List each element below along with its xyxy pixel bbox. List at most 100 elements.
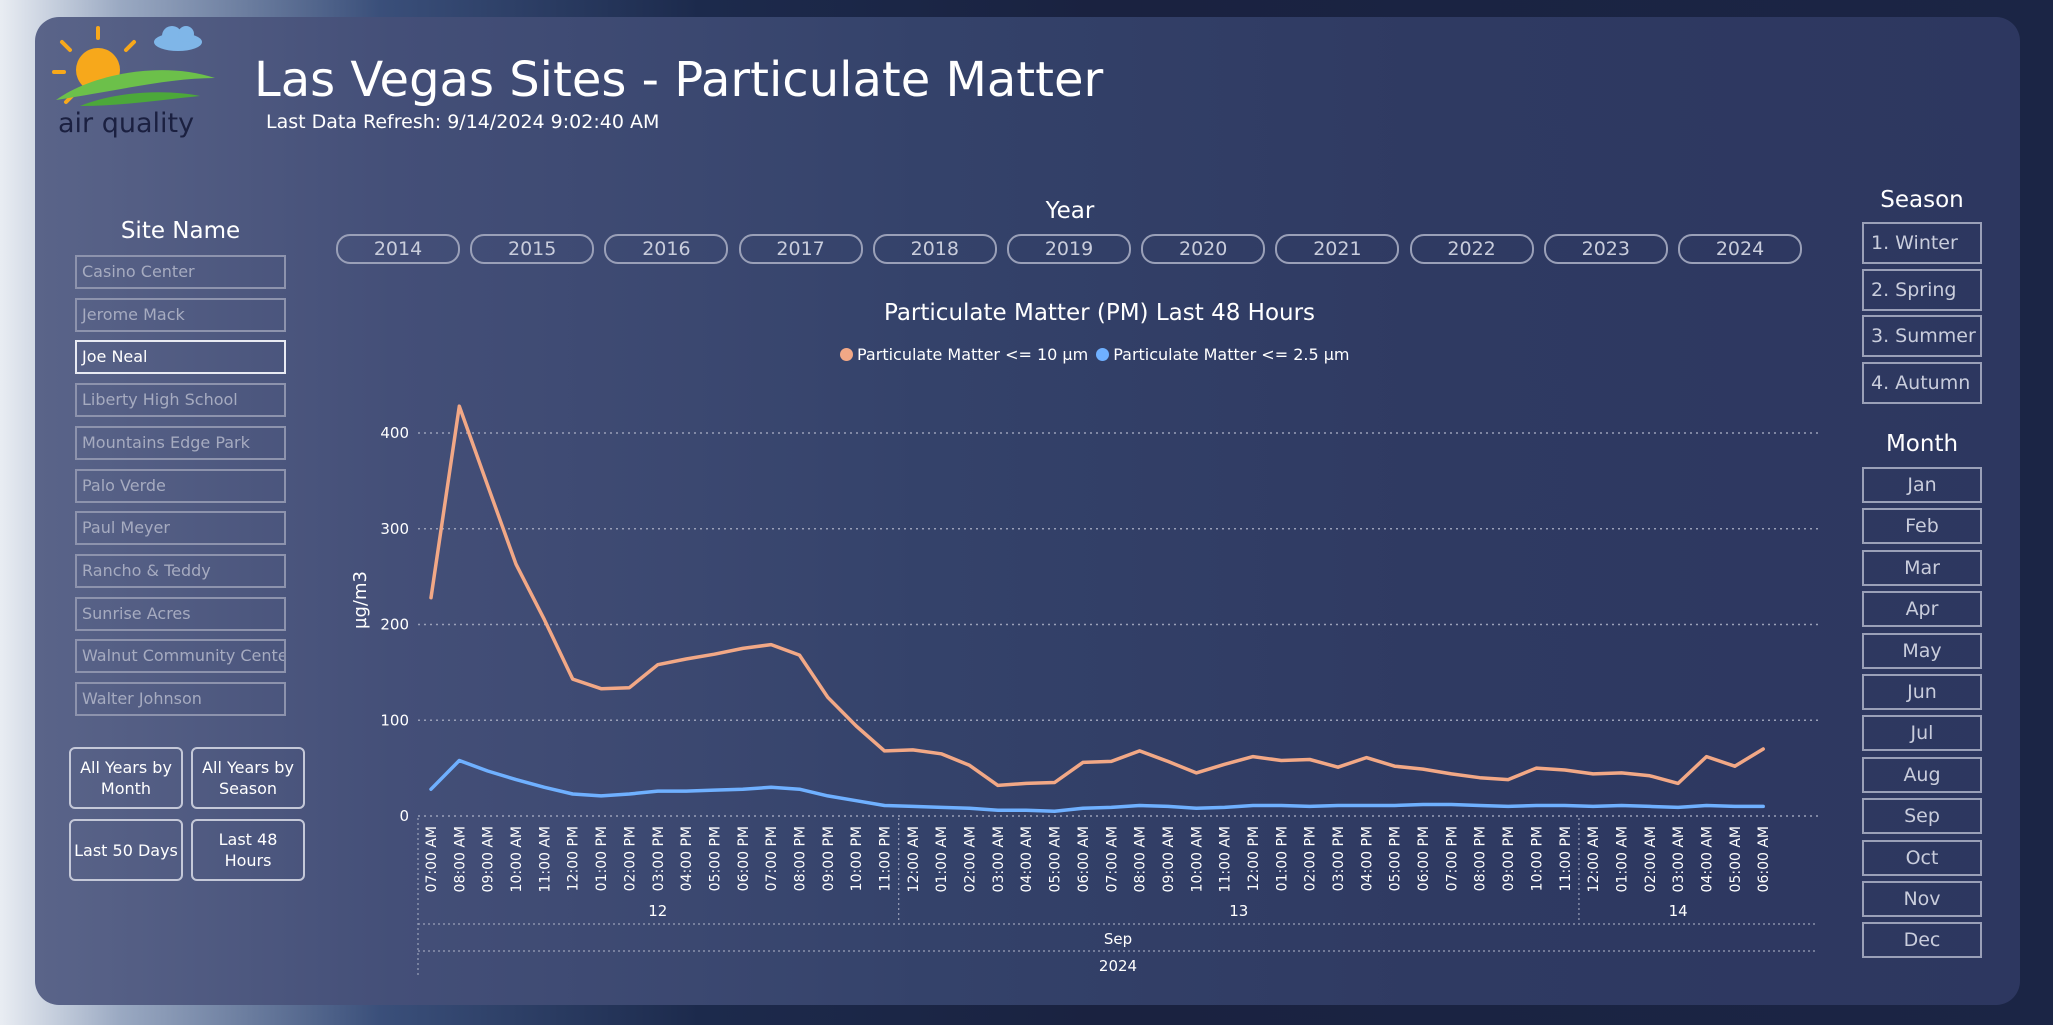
site-item-joe-neal[interactable]: Joe Neal xyxy=(75,340,286,375)
month-item-dec[interactable]: Dec xyxy=(1862,922,1982,959)
day-label: 12 xyxy=(648,902,667,920)
season-item-2-spring[interactable]: 2. Spring xyxy=(1862,268,1982,311)
month-item-aug[interactable]: Aug xyxy=(1862,756,1982,793)
season-item-4-autumn[interactable]: 4. Autumn xyxy=(1862,362,1982,405)
site-item-rancho-teddy[interactable]: Rancho & Teddy xyxy=(75,553,286,588)
month-item-nov[interactable]: Nov xyxy=(1862,881,1982,917)
site-item-palo-verde[interactable]: Palo Verde xyxy=(75,468,286,503)
x-tick-label: 03:00 AM xyxy=(1671,826,1687,892)
month-item-feb[interactable]: Feb xyxy=(1862,508,1982,545)
x-tick-label: 08:00 AM xyxy=(452,826,468,892)
x-tick-label: 11:00 PM xyxy=(878,826,894,891)
x-tick-label: 07:00 PM xyxy=(764,826,780,891)
legend-item-pm25[interactable]: Particulate Matter <= 2.5 µm xyxy=(1096,345,1349,364)
y-tick-label: 0 xyxy=(399,807,409,825)
all-years-by-month-button[interactable]: All Years by Month xyxy=(69,747,183,809)
x-tick-label: 04:00 PM xyxy=(679,826,695,891)
site-item-walnut-community-center[interactable]: Walnut Community Center xyxy=(75,639,286,674)
cloud-icon xyxy=(154,26,202,51)
x-tick-label: 08:00 AM xyxy=(1133,826,1149,892)
site-item-sunrise-acres[interactable]: Sunrise Acres xyxy=(75,596,286,631)
x-tick-label: 08:00 PM xyxy=(1473,826,1489,891)
x-tick-label: 06:00 PM xyxy=(736,826,752,891)
x-tick-label: 09:00 AM xyxy=(481,826,497,892)
site-item-paul-meyer[interactable]: Paul Meyer xyxy=(75,511,286,546)
x-tick-label: 05:00 PM xyxy=(1388,826,1404,891)
year-item-2018[interactable]: 2018 xyxy=(872,234,997,264)
air-quality-logo: air quality xyxy=(52,26,215,139)
year-item-2015[interactable]: 2015 xyxy=(470,234,595,264)
season-item-1-winter[interactable]: 1. Winter xyxy=(1862,222,1982,264)
x-tick-label: 10:00 AM xyxy=(1189,826,1205,892)
x-tick-label: 10:00 AM xyxy=(509,826,525,892)
year-item-2014[interactable]: 2014 xyxy=(336,234,460,264)
x-tick-label: 07:00 AM xyxy=(424,826,440,892)
legend-item-pm10[interactable]: Particulate Matter <= 10 µm xyxy=(840,345,1088,364)
x-tick-label: 11:00 AM xyxy=(537,826,553,892)
year-item-2021[interactable]: 2021 xyxy=(1275,234,1400,264)
x-tick-label: 12:00 PM xyxy=(566,826,582,891)
pm10-series-line xyxy=(429,404,1765,788)
year-item-2017[interactable]: 2017 xyxy=(738,234,863,264)
month-item-jun[interactable]: Jun xyxy=(1862,674,1982,710)
x-tick-label: 05:00 PM xyxy=(707,826,723,891)
year-title: Year xyxy=(1045,198,1095,224)
site-item-liberty-high-school[interactable]: Liberty High School xyxy=(75,383,286,418)
chart-title: Particulate Matter (PM) Last 48 Hours xyxy=(884,300,1316,326)
year-item-2016[interactable]: 2016 xyxy=(604,234,729,264)
all-years-by-season-button[interactable]: All Years by Season xyxy=(191,747,305,809)
month-item-apr[interactable]: Apr xyxy=(1862,591,1982,628)
year-item-2024[interactable]: 2024 xyxy=(1678,234,1802,264)
x-tick-label: 01:00 AM xyxy=(934,826,950,892)
x-tick-label: 11:00 PM xyxy=(1558,826,1574,891)
y-axis-label: µg/m3 xyxy=(350,571,371,629)
x-tick-label: 06:00 PM xyxy=(1416,826,1432,891)
x-tick-label: 03:00 PM xyxy=(651,826,667,891)
legend-dot-pm10 xyxy=(840,348,853,361)
legend-dot-pm25 xyxy=(1096,348,1110,361)
day-label: 14 xyxy=(1669,902,1688,920)
x-tick-label: 02:00 AM xyxy=(963,826,979,892)
month-item-oct[interactable]: Oct xyxy=(1862,839,1982,876)
x-tick-label: 12:00 PM xyxy=(1246,826,1262,891)
x-tick-label: 12:00 AM xyxy=(1586,826,1602,892)
season-item-3-summer[interactable]: 3. Summer xyxy=(1862,315,1982,358)
x-tick-label: 11:00 AM xyxy=(1218,826,1234,892)
page-title: Las Vegas Sites - Particulate Matter xyxy=(254,52,1104,108)
x-tick-label: 04:00 PM xyxy=(1359,826,1375,891)
y-tick-label: 100 xyxy=(380,711,409,729)
x-tick-label: 09:00 PM xyxy=(1501,826,1517,891)
month-item-jul[interactable]: Jul xyxy=(1862,715,1982,752)
last-48-hours-button[interactable]: Last 48 Hours xyxy=(191,819,305,881)
site-item-walter-johnson[interactable]: Walter Johnson xyxy=(75,682,286,716)
month-axis-label: Sep xyxy=(1104,930,1132,948)
y-tick-label: 400 xyxy=(380,424,409,442)
month-item-may[interactable]: May xyxy=(1862,632,1982,669)
x-tick-label: 01:00 PM xyxy=(1274,826,1290,891)
season-title: Season xyxy=(1880,187,1964,213)
legend-label-pm25: Particulate Matter <= 2.5 µm xyxy=(1113,345,1350,364)
year-item-2019[interactable]: 2019 xyxy=(1007,234,1131,264)
month-item-jan[interactable]: Jan xyxy=(1862,467,1982,503)
x-tick-label: 09:00 PM xyxy=(821,826,837,891)
x-tick-label: 05:00 AM xyxy=(1048,826,1064,892)
month-item-mar[interactable]: Mar xyxy=(1862,549,1982,586)
x-tick-label: 09:00 AM xyxy=(1161,826,1177,892)
year-item-2022[interactable]: 2022 xyxy=(1409,234,1534,264)
x-tick-label: 01:00 AM xyxy=(1614,826,1630,892)
x-tick-label: 07:00 PM xyxy=(1444,826,1460,891)
x-tick-label: 04:00 AM xyxy=(1019,826,1035,892)
site-name-title: Site Name xyxy=(120,218,241,244)
site-item-casino-center[interactable]: Casino Center xyxy=(75,255,286,289)
year-item-2020[interactable]: 2020 xyxy=(1141,234,1266,264)
last-50-days-button[interactable]: Last 50 Days xyxy=(69,819,183,881)
x-tick-label: 07:00 AM xyxy=(1104,826,1120,892)
x-tick-label: 01:00 PM xyxy=(594,826,610,891)
site-item-jerome-mack[interactable]: Jerome Mack xyxy=(75,297,286,332)
site-item-mountains-edge-park[interactable]: Mountains Edge Park xyxy=(75,425,286,460)
month-item-sep[interactable]: Sep xyxy=(1862,798,1982,835)
x-tick-label: 04:00 AM xyxy=(1699,826,1715,892)
year-item-2023[interactable]: 2023 xyxy=(1543,234,1668,264)
dashboard-panel xyxy=(35,17,2020,1005)
x-tick-label: 10:00 PM xyxy=(849,826,865,891)
